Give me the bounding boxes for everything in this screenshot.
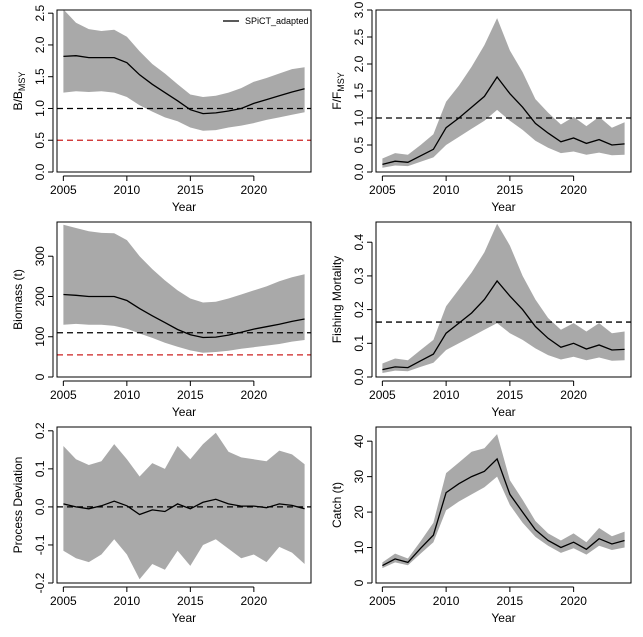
x-axis-label: Year — [172, 405, 196, 419]
panel-ffmsy: 2005 2010 2015 2020 Year 0.0 0.5 1.0 1.5 2.0 2.5 3.… — [330, 1, 632, 214]
confidence-band — [382, 223, 625, 373]
y-tick-label: 2.0 — [352, 55, 366, 72]
plot-frame — [56, 426, 312, 584]
x-tick-label: 2015 — [177, 388, 204, 402]
y-tick-label: 0.1 — [33, 460, 47, 477]
plot-frame — [56, 9, 312, 173]
panel-fishing: 2005 2010 2015 2020 Year 0.0 0.1 0.2 0.3 0.4 Fishi… — [330, 221, 632, 419]
panel-catch: 2005 2010 2015 2020 Year 0 10 20 30 40 Catch (t) — [330, 426, 632, 625]
plot-frame — [375, 221, 632, 378]
y-axis-label: F/FMSY — [330, 72, 346, 110]
plot-frame — [375, 9, 632, 173]
y-tick-label: -0.2 — [33, 572, 47, 593]
y-axis-label: Biomass (t) — [11, 269, 25, 330]
x-tick-label: 2005 — [369, 594, 396, 608]
x-tick-label: 2015 — [177, 183, 204, 197]
x-tick-label: 2005 — [369, 388, 396, 402]
y-tick-label: 0 — [352, 579, 366, 586]
y-axis-label: Fishing Mortality — [330, 256, 344, 343]
y-tick-label: 10 — [352, 541, 366, 555]
estimate-line — [382, 279, 625, 371]
x-tick-label: 2005 — [369, 183, 396, 197]
x-tick-label: 2020 — [560, 594, 587, 608]
x-axis-label: Year — [172, 611, 196, 625]
x-tick-label: 2015 — [497, 388, 524, 402]
y-tick-label: 0 — [33, 373, 47, 380]
x-tick-label: 2010 — [113, 183, 140, 197]
y-tick-label: 0.3 — [352, 267, 366, 284]
y-tick-label: 200 — [33, 286, 47, 306]
x-tick-label: 2010 — [433, 594, 460, 608]
x-tick-label: 2005 — [50, 388, 77, 402]
y-tick-label: 0.5 — [352, 136, 366, 153]
y-tick-label: 0.4 — [352, 234, 366, 251]
y-tick-label: 1.0 — [33, 100, 47, 117]
plot-frame — [56, 221, 312, 378]
confidence-band — [382, 434, 625, 569]
y-tick-label: 100 — [33, 326, 47, 346]
x-tick-label: 2010 — [433, 388, 460, 402]
x-tick-label: 2020 — [240, 594, 267, 608]
panel-process: 2005 2010 2015 2020 Year -0.2 -0.1 0.0 0.1 0.2 Pro… — [11, 422, 312, 625]
y-tick-label: 0.5 — [33, 132, 47, 149]
estimate-line — [63, 293, 305, 339]
x-axis-label: Year — [491, 405, 515, 419]
y-tick-label: 20 — [352, 505, 366, 519]
x-tick-label: 2010 — [113, 388, 140, 402]
y-tick-label: 300 — [33, 246, 47, 266]
estimate-line — [63, 498, 305, 516]
y-tick-label: 0.0 — [352, 368, 366, 385]
x-tick-label: 2020 — [560, 388, 587, 402]
panel-bbmsy: 2005 2010 2015 2020 Year 0.0 0.5 1.0 1.5 2.0 2.5 B/… — [11, 5, 312, 214]
plot-frame — [375, 426, 632, 584]
estimate-line — [382, 457, 625, 567]
x-tick-label: 2020 — [240, 183, 267, 197]
x-tick-label: 2005 — [50, 183, 77, 197]
estimate-line — [382, 75, 625, 166]
y-tick-label: 0.0 — [33, 163, 47, 180]
y-axis-label: B/BMSY — [11, 72, 27, 111]
y-tick-label: 1.5 — [33, 68, 47, 85]
confidence-band — [63, 9, 305, 131]
y-tick-label: 1.0 — [352, 109, 366, 126]
y-tick-label: 0.1 — [352, 335, 366, 352]
y-tick-label: 30 — [352, 470, 366, 484]
x-axis-label: Year — [172, 200, 196, 214]
panel-biomass: 2005 2010 2015 2020 Year 0 100 200 300 Biomass (t… — [11, 221, 312, 419]
y-tick-label: 3.0 — [352, 1, 366, 18]
y-tick-label: 1.5 — [352, 82, 366, 99]
y-tick-label: 0.0 — [352, 163, 366, 180]
y-tick-label: 0.2 — [352, 301, 366, 318]
y-axis-label: Catch (t) — [330, 482, 344, 528]
confidence-band — [382, 18, 625, 168]
x-axis-label: Year — [491, 611, 515, 625]
x-tick-label: 2010 — [113, 594, 140, 608]
y-tick-label: 0.0 — [33, 498, 47, 515]
y-axis-label: Process Deviation — [11, 457, 25, 554]
x-tick-label: 2015 — [177, 594, 204, 608]
y-tick-label: 40 — [352, 434, 366, 448]
y-tick-label: 0.2 — [33, 422, 47, 439]
x-tick-label: 2015 — [497, 183, 524, 197]
y-tick-label: 2.0 — [33, 36, 47, 53]
y-tick-label: 2.5 — [33, 5, 47, 22]
legend-label: SPiCT_adapted — [245, 16, 309, 26]
y-tick-label: 2.5 — [352, 28, 366, 45]
x-tick-label: 2005 — [50, 594, 77, 608]
estimate-line — [63, 55, 305, 115]
confidence-band — [63, 224, 305, 353]
x-tick-label: 2020 — [240, 388, 267, 402]
x-tick-label: 2010 — [433, 183, 460, 197]
x-axis-label: Year — [491, 200, 515, 214]
x-tick-label: 2020 — [560, 183, 587, 197]
x-tick-label: 2015 — [497, 594, 524, 608]
y-tick-label: -0.1 — [33, 534, 47, 555]
